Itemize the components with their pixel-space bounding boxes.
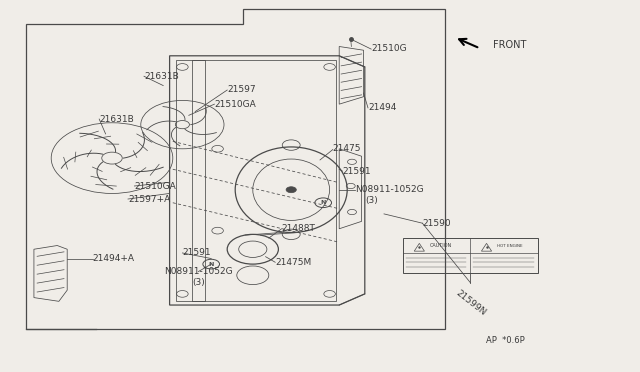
- Text: N: N: [209, 262, 214, 267]
- Text: 21510GA: 21510GA: [214, 100, 256, 109]
- Text: 21631B: 21631B: [144, 72, 179, 81]
- Text: 21631B: 21631B: [99, 115, 134, 124]
- Text: (3): (3): [192, 278, 205, 287]
- Text: HOT ENGINE: HOT ENGINE: [497, 244, 523, 247]
- Text: 21494: 21494: [368, 103, 396, 112]
- Text: 21597: 21597: [227, 85, 256, 94]
- Text: 21475M: 21475M: [275, 258, 312, 267]
- Text: AP  *0.6P: AP *0.6P: [486, 336, 525, 345]
- Text: FRONT: FRONT: [493, 40, 526, 49]
- Text: 21590: 21590: [422, 219, 451, 228]
- Text: N08911-1052G: N08911-1052G: [164, 267, 233, 276]
- Text: 21599N: 21599N: [454, 289, 487, 318]
- Text: 21494+A: 21494+A: [93, 254, 135, 263]
- Text: (3): (3): [365, 196, 378, 205]
- Text: N08911-1052G: N08911-1052G: [355, 185, 424, 194]
- Text: 21488T: 21488T: [282, 224, 316, 233]
- Text: 21510G: 21510G: [371, 44, 407, 53]
- Circle shape: [286, 187, 296, 193]
- Text: CAUTION: CAUTION: [430, 243, 452, 248]
- Text: 21475: 21475: [333, 144, 362, 153]
- Text: 21510GA: 21510GA: [134, 182, 176, 190]
- Text: 21591: 21591: [182, 248, 211, 257]
- Text: 21597+A: 21597+A: [128, 195, 170, 203]
- Text: 21591: 21591: [342, 167, 371, 176]
- Text: N: N: [321, 200, 326, 205]
